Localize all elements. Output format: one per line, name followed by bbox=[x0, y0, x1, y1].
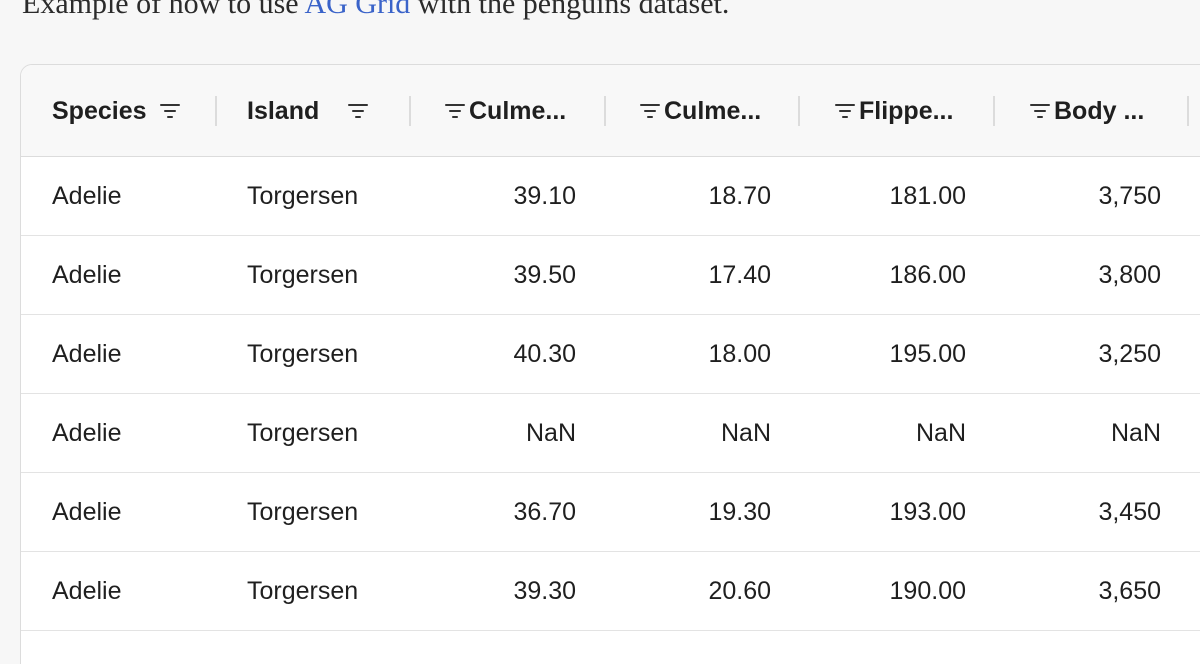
column-header-label: Culme... bbox=[664, 96, 762, 125]
table-cell[interactable]: Torgersen bbox=[247, 339, 359, 368]
data-grid: Species Island Culme... Culme... bbox=[20, 64, 1200, 664]
table-cell[interactable]: Torgersen bbox=[247, 576, 359, 605]
table-cell[interactable]: 18.70 bbox=[708, 181, 771, 210]
table-cell[interactable]: Torgersen bbox=[247, 497, 359, 526]
table-cell[interactable]: 3,650 bbox=[1098, 576, 1161, 605]
table-cell[interactable]: 20.60 bbox=[708, 576, 771, 605]
table-cell[interactable]: 3,750 bbox=[1098, 181, 1161, 210]
column-separator[interactable] bbox=[215, 96, 217, 126]
column-header-body-mass[interactable]: Body ... bbox=[1029, 65, 1199, 157]
intro-prefix: Example of how to use bbox=[22, 0, 305, 20]
table-cell[interactable]: Adelie bbox=[52, 260, 122, 289]
table-cell[interactable]: NaN bbox=[720, 418, 771, 447]
table-cell[interactable]: 18.00 bbox=[708, 339, 771, 368]
table-cell[interactable]: 181.00 bbox=[889, 181, 966, 210]
column-header-flipper-length[interactable]: Flippe... bbox=[834, 65, 1004, 157]
column-header-culmen-depth[interactable]: Culme... bbox=[639, 65, 809, 157]
filter-icon[interactable] bbox=[639, 102, 661, 120]
table-cell[interactable]: NaN bbox=[525, 418, 576, 447]
table-row[interactable]: Adelie Torgersen 39.30 20.60 190.00 3,650 bbox=[21, 552, 1200, 631]
filter-icon[interactable] bbox=[1029, 102, 1051, 120]
table-cell[interactable]: 17.40 bbox=[708, 260, 771, 289]
column-header-island[interactable]: Island bbox=[247, 65, 417, 157]
grid-header: Species Island Culme... Culme... bbox=[21, 65, 1200, 157]
table-cell[interactable]: NaN bbox=[1110, 418, 1161, 447]
intro-suffix: with the penguins dataset. bbox=[410, 0, 730, 20]
column-header-label: Culme... bbox=[469, 96, 567, 125]
table-cell[interactable]: 190.00 bbox=[889, 576, 966, 605]
table-cell[interactable]: 19.30 bbox=[708, 497, 771, 526]
table-cell[interactable]: 39.30 bbox=[513, 576, 576, 605]
table-cell[interactable]: 195.00 bbox=[889, 339, 966, 368]
table-cell[interactable]: Adelie bbox=[52, 497, 122, 526]
filter-icon[interactable] bbox=[347, 102, 369, 120]
table-row[interactable]: Adelie Torgersen NaN NaN NaN NaN bbox=[21, 394, 1200, 473]
column-header-culmen-length[interactable]: Culme... bbox=[444, 65, 614, 157]
table-cell[interactable]: 3,800 bbox=[1098, 260, 1161, 289]
column-header-species[interactable]: Species bbox=[52, 65, 222, 157]
column-separator[interactable] bbox=[993, 96, 995, 126]
table-cell[interactable]: 36.70 bbox=[513, 497, 576, 526]
column-separator[interactable] bbox=[1187, 96, 1189, 126]
table-cell[interactable]: Torgersen bbox=[247, 260, 359, 289]
column-separator[interactable] bbox=[798, 96, 800, 126]
table-row[interactable]: Adelie Torgersen 36.70 19.30 193.00 3,450 bbox=[21, 473, 1200, 552]
column-header-label: Species bbox=[52, 96, 147, 125]
table-cell[interactable]: 40.30 bbox=[513, 339, 576, 368]
table-cell[interactable]: 186.00 bbox=[889, 260, 966, 289]
column-header-label: Island bbox=[247, 96, 320, 125]
column-separator[interactable] bbox=[604, 96, 606, 126]
table-cell[interactable]: 39.50 bbox=[513, 260, 576, 289]
filter-icon[interactable] bbox=[834, 102, 856, 120]
filter-icon[interactable] bbox=[444, 102, 466, 120]
table-row[interactable]: Adelie Torgersen 40.30 18.00 195.00 3,250 bbox=[21, 315, 1200, 394]
table-cell[interactable]: Torgersen bbox=[247, 181, 359, 210]
table-cell[interactable]: Adelie bbox=[52, 339, 122, 368]
column-separator[interactable] bbox=[409, 96, 411, 126]
ag-grid-link[interactable]: AG Grid bbox=[304, 0, 411, 20]
table-cell[interactable]: 193.00 bbox=[889, 497, 966, 526]
table-cell[interactable]: NaN bbox=[915, 418, 966, 447]
table-cell[interactable]: 3,250 bbox=[1098, 339, 1161, 368]
table-cell[interactable]: Torgersen bbox=[247, 418, 359, 447]
table-cell[interactable]: 3,450 bbox=[1098, 497, 1161, 526]
filter-icon[interactable] bbox=[159, 102, 181, 120]
column-header-label: Flippe... bbox=[859, 96, 954, 125]
table-row[interactable]: Adelie Torgersen 39.50 17.40 186.00 3,800 bbox=[21, 236, 1200, 315]
intro-text: Example of how to use AG Grid with the p… bbox=[22, 0, 729, 22]
table-cell[interactable]: Adelie bbox=[52, 576, 122, 605]
table-cell[interactable]: Adelie bbox=[52, 181, 122, 210]
table-cell[interactable]: 39.10 bbox=[513, 181, 576, 210]
table-cell[interactable]: Adelie bbox=[52, 418, 122, 447]
column-header-label: Body ... bbox=[1054, 96, 1145, 125]
table-row[interactable]: Adelie Torgersen 39.10 18.70 181.00 3,750 bbox=[21, 157, 1200, 236]
